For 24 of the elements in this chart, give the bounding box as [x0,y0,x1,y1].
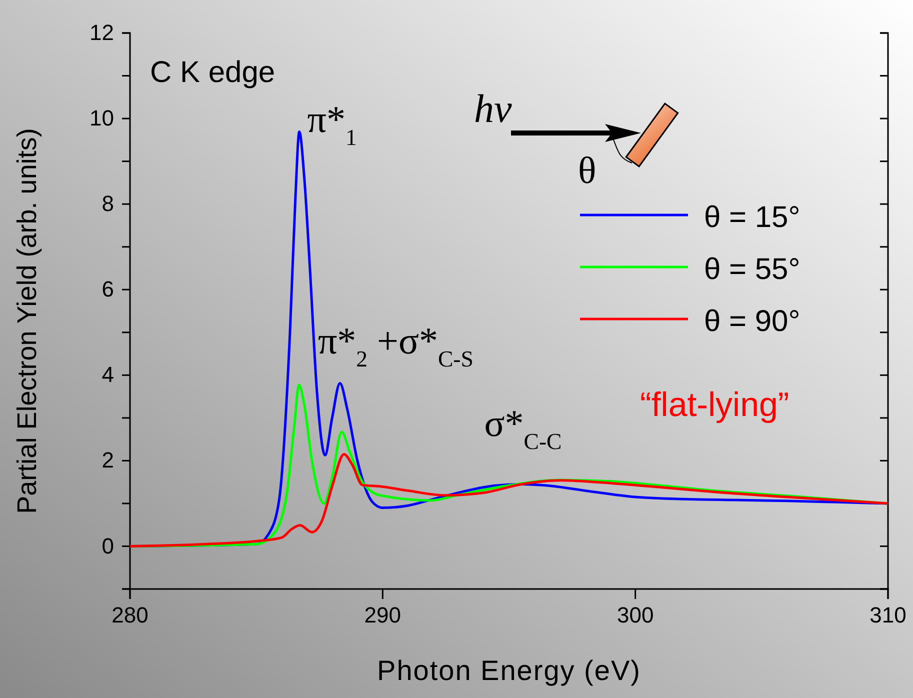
x-axis-title: Photon Energy (eV) [377,655,641,686]
annotation: C K edge [150,56,276,89]
x-tick-label: 300 [616,602,654,628]
y-tick-label: 2 [102,448,114,473]
annotation: θ [578,150,596,192]
y-tick-label: 10 [90,106,114,131]
annotation: π*$_{2}$ +σ*$_{C-S}$ [318,320,474,371]
legend-label: θ = 90° [704,305,800,338]
annotation: π*$_{1}$ [307,98,357,150]
y-axis-title: Partial Electron Yield (arb. units) [12,128,42,514]
y-tick-label: 4 [102,362,114,388]
y-tick-label: 8 [102,191,114,216]
line-series [128,453,890,548]
y-tick-label: 6 [102,276,114,302]
annotation: “flat-lying” [640,386,790,424]
legend-label: θ = 15° [704,201,800,234]
legend-label: θ = 55° [704,253,800,286]
y-tick-label: 0 [102,533,114,558]
x-tick-label: 280 [112,602,148,628]
annotation: σ*$_{C-C}$ [484,402,562,454]
y-tick-label: 12 [90,20,114,46]
x-tick-label: 290 [364,602,402,628]
x-tick-label: 310 [870,602,906,628]
annotation: hν [474,86,512,131]
